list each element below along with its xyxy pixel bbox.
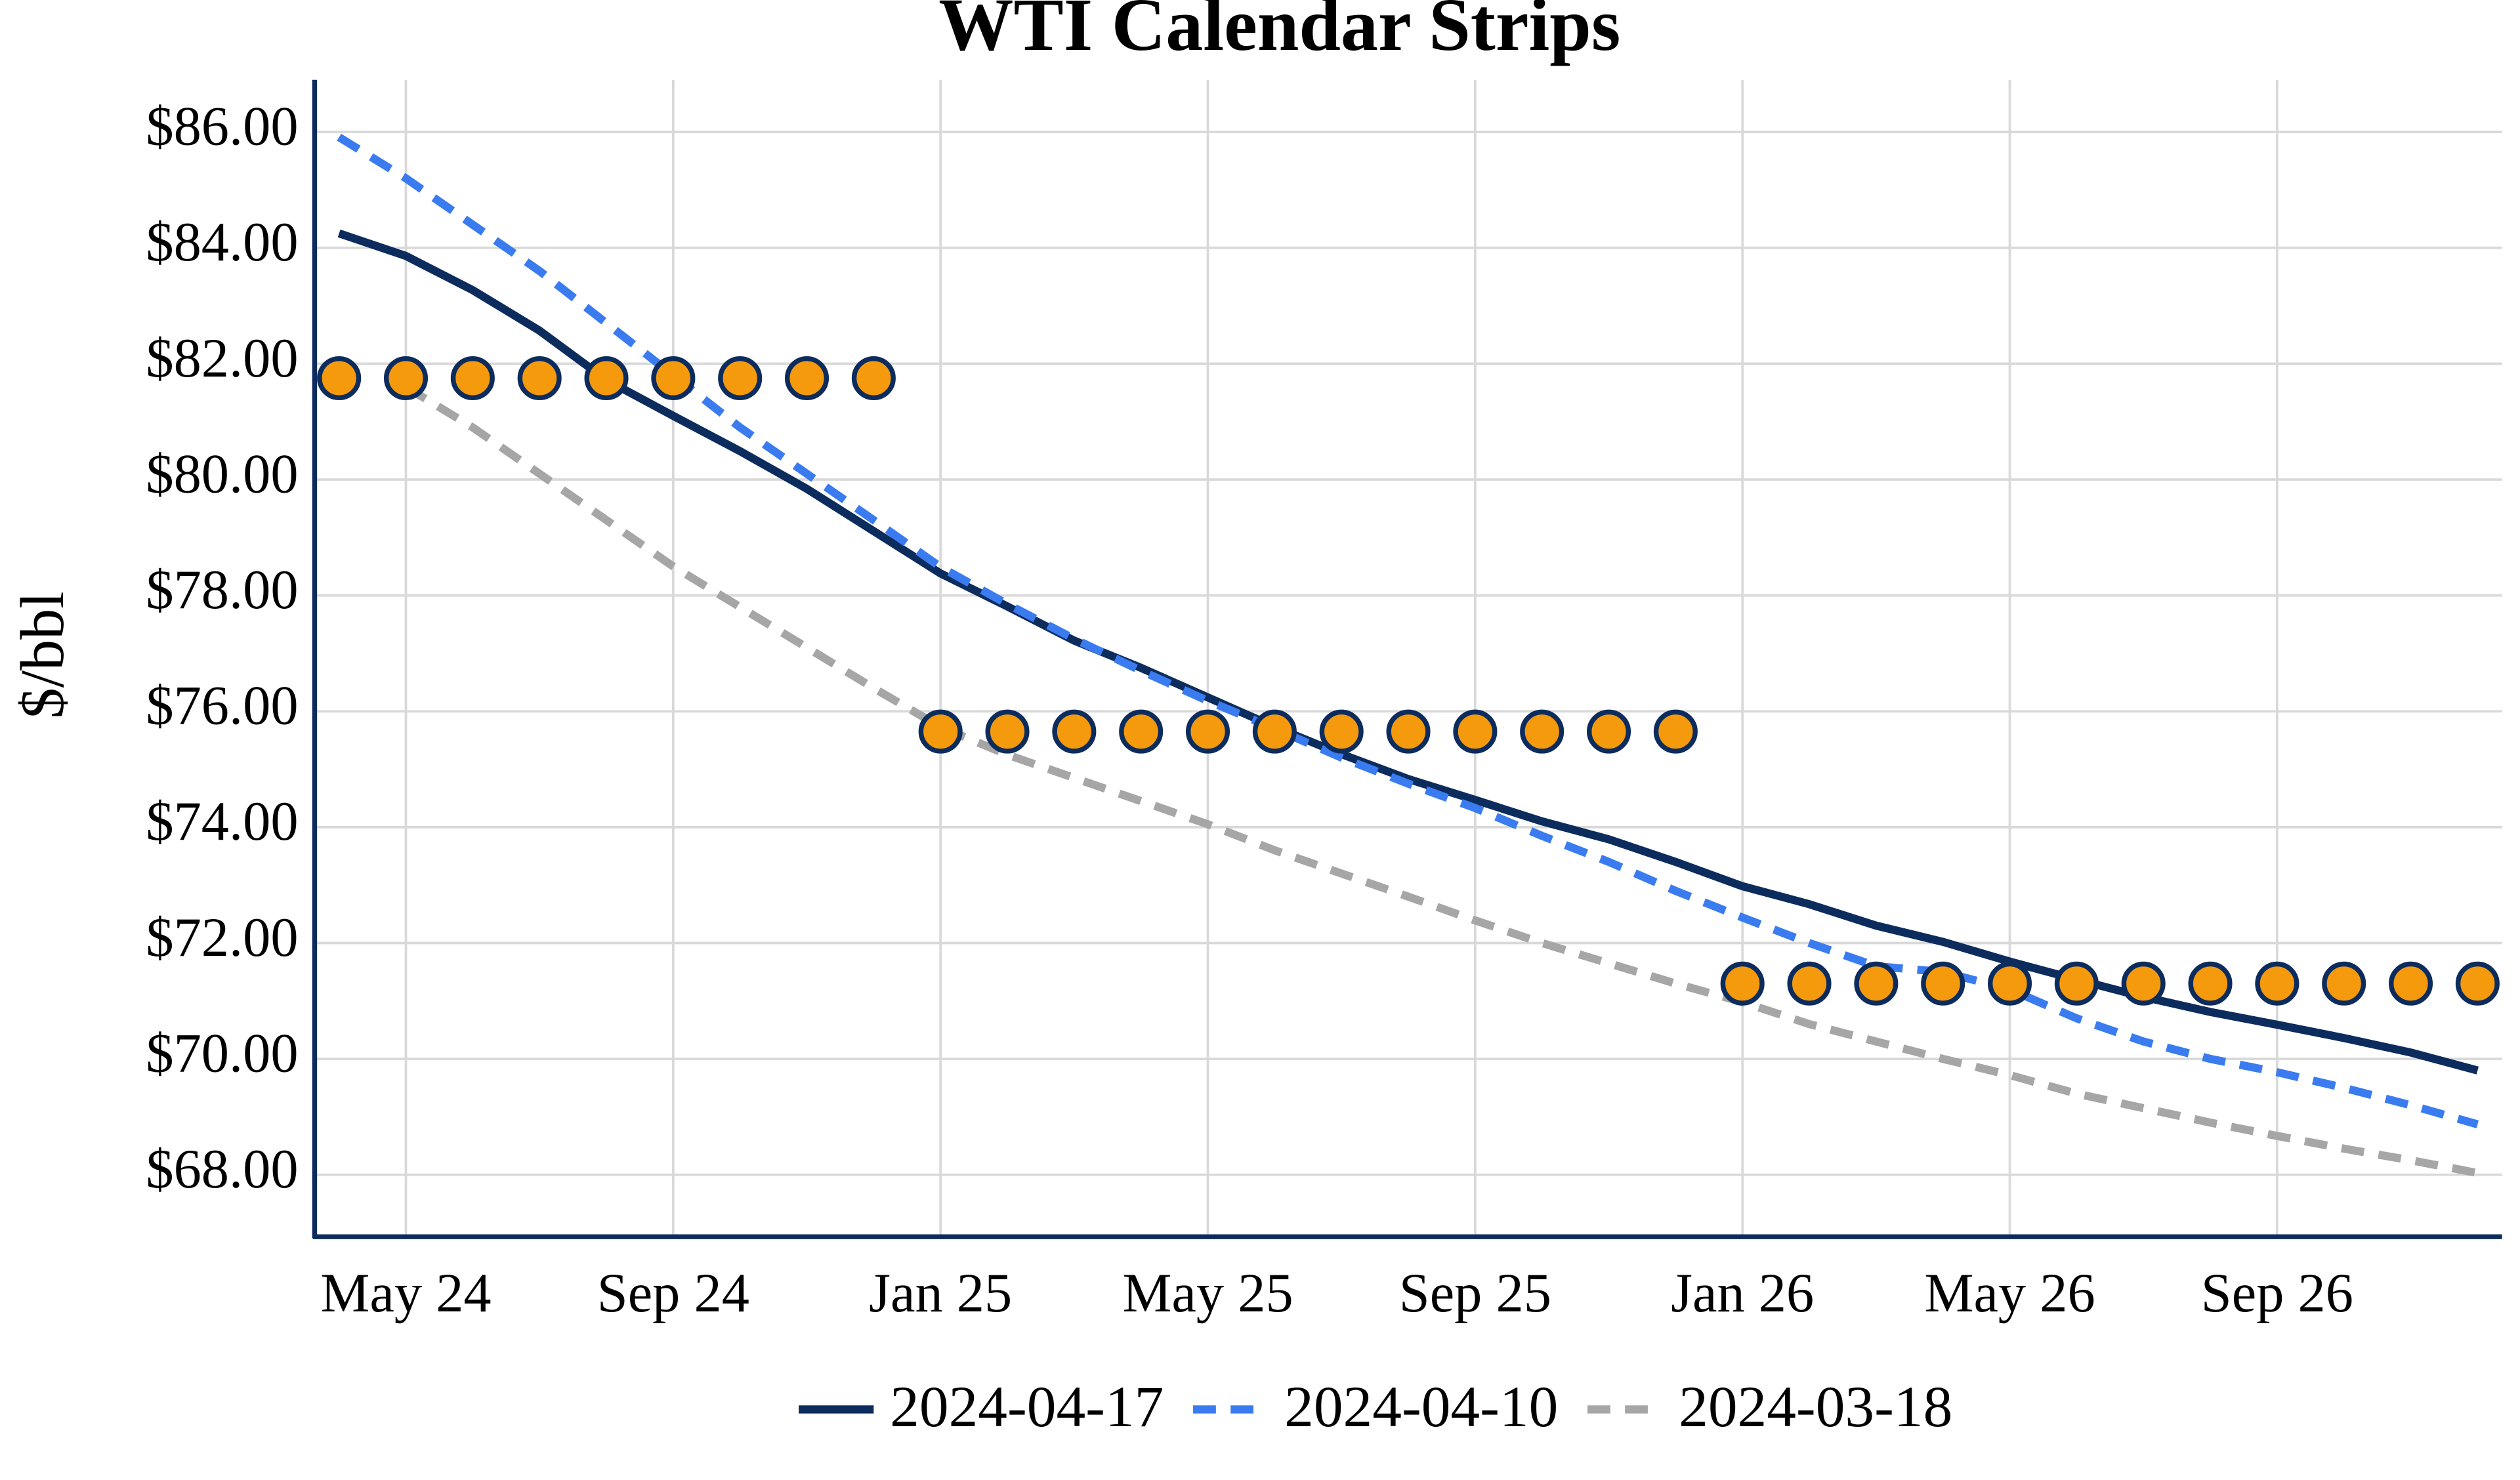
marker (2054, 961, 2099, 1006)
series-line (404, 383, 2479, 1178)
marker (2121, 961, 2166, 1006)
legend-label: 2024-04-10 (1284, 1374, 1558, 1439)
marker (1921, 961, 1965, 1006)
marker (918, 709, 963, 754)
marker (985, 709, 1030, 754)
y-tick-label: $84.00 (146, 212, 298, 273)
marker (784, 356, 830, 401)
marker (1386, 709, 1431, 754)
marker (383, 356, 429, 401)
series-line (337, 229, 2479, 1075)
y-tick-label: $86.00 (146, 96, 298, 157)
marker (1453, 709, 1498, 754)
marker (1787, 961, 1832, 1006)
y-tick-label: $82.00 (146, 328, 298, 389)
legend-label: 2024-04-17 (890, 1374, 1164, 1439)
x-tick-label: Jan 25 (869, 1263, 1012, 1324)
marker (1854, 961, 1899, 1006)
marker (1185, 709, 1230, 754)
legend-label: 2024-03-18 (1679, 1374, 1952, 1439)
chart-title: WTI Calendar Strips (938, 0, 1620, 66)
marker (2322, 961, 2366, 1006)
marker (2455, 961, 2500, 1006)
marker (1119, 709, 1164, 754)
legend: 2024-04-17 2024-04-10 2024-03-18 (799, 1374, 1952, 1439)
x-tick-label: Jan 26 (1671, 1263, 1814, 1324)
x-tick-label: Sep 24 (597, 1263, 749, 1324)
marker (2188, 961, 2233, 1006)
y-tick-label: $70.00 (146, 1023, 298, 1084)
marker (851, 356, 896, 401)
x-tick-label: May 24 (320, 1263, 491, 1324)
plot-area (317, 133, 2500, 1178)
marker (2389, 961, 2433, 1006)
x-tick-label: Sep 26 (2201, 1263, 2353, 1324)
marker (1319, 709, 1364, 754)
y-tick-label: $76.00 (146, 676, 298, 737)
x-tick-label: May 25 (1122, 1263, 1293, 1324)
marker (517, 356, 562, 401)
marker (584, 356, 629, 401)
marker (651, 356, 696, 401)
y-tick-label: $72.00 (146, 907, 298, 968)
marker (1987, 961, 2032, 1006)
marker (1052, 709, 1097, 754)
y-tick-label: $74.00 (146, 791, 298, 852)
marker (1720, 961, 1765, 1006)
x-tick-label: Sep 25 (1399, 1263, 1551, 1324)
marker (1520, 709, 1564, 754)
marker (1252, 709, 1297, 754)
y-tick-label: $68.00 (146, 1139, 298, 1200)
marker (1586, 709, 1631, 754)
y-axis-label: $/bbl (9, 591, 77, 718)
y-tick-label: $80.00 (146, 443, 298, 504)
y-tick-label: $78.00 (146, 560, 298, 621)
grid: $68.00 $70.00 $72.00 $74.00 $76.00 $78.00 $80.… (146, 79, 2502, 1324)
series-line (337, 133, 2479, 1128)
marker (317, 356, 362, 401)
x-tick-label: May 26 (1924, 1263, 2095, 1324)
marker (718, 356, 763, 401)
marker (1653, 709, 1698, 754)
marker (450, 356, 495, 401)
marker (2255, 961, 2300, 1006)
